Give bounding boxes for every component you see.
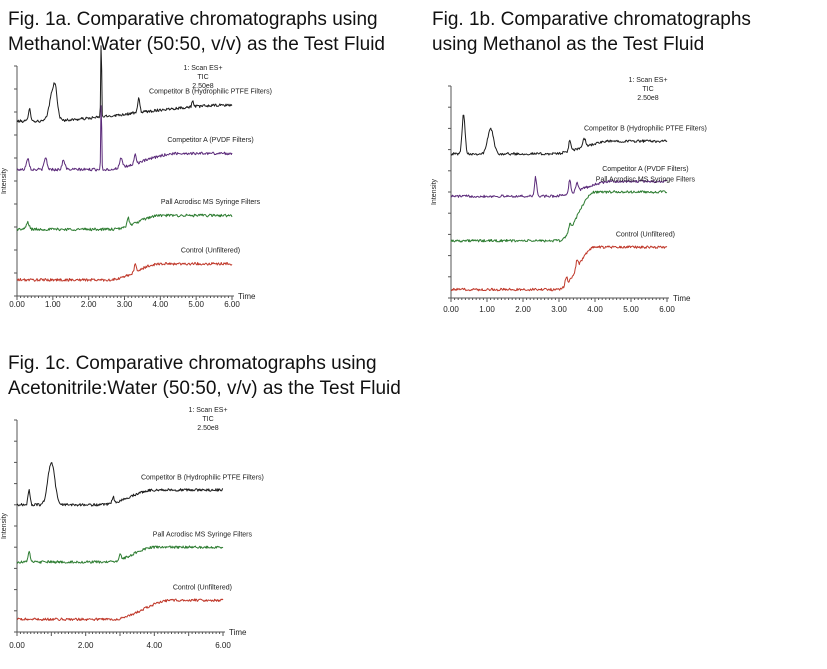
legend-pall-fig1a: Pall Acrodisc MS Syringe Filters [161,199,261,206]
fig1c-scan-info-line: TIC [202,416,213,423]
fig1a-x-tick-label: 6.00 [224,300,240,309]
fig1a-axes [14,65,234,300]
fig1a-scan-info-line: 2.50e8 [192,83,214,90]
fig1b-x-tick-label: 1.00 [479,305,495,314]
fig1c-y-axis-label: Intensity [1,512,8,539]
fig1c-x-tick-label: 6.00 [215,641,231,650]
fig1c-title-line1: Fig. 1c. Comparative chromatographs usin… [8,353,377,374]
fig1a-title: Fig. 1a. Comparative chromatographs usin… [8,7,385,57]
trace-pall-fig1b [450,190,668,243]
fig1c-x-axis-label: Time [229,628,247,637]
legend-control-fig1a: Control (Unfiltered) [181,247,240,254]
fig1b-title: Fig. 1b. Comparative chromatographs usin… [432,7,751,57]
fig1a-scan-info-line: TIC [197,74,208,81]
trace-competitor-b-fig1a [16,45,233,123]
fig1b-x-axis-label: Time [673,294,691,303]
fig1b-x-tick-label: 4.00 [587,305,603,314]
fig1b-title-line2: using Methanol as the Test Fluid [432,34,705,55]
fig1a-scan-info-line: 1: Scan ES+ [183,65,222,72]
fig1b-x-tick-label: 6.00 [659,305,675,314]
trace-control-fig1b [450,245,668,292]
fig1b-y-axis-label: Intensity [431,178,438,205]
fig1a-y-axis-label: Intensity [1,167,8,194]
legend-competitor-b-fig1a: Competitor B (Hydrophilic PTFE Filters) [149,89,272,96]
fig1b-x-tick-label: 5.00 [623,305,639,314]
fig1a-x-tick-label: 0.00 [9,300,25,309]
fig1a-x-tick-label: 1.00 [45,300,61,309]
trace-pall-fig1a [16,213,233,232]
fig1a-x-tick-label: 5.00 [188,300,204,309]
fig1a-title-line2: Methanol:Water (50:50, v/v) as the Test … [8,34,386,55]
fig1b-x-tick-label: 2.00 [515,305,531,314]
fig1a-x-axis-label: Time [238,292,256,301]
fig1b-title-line1: Fig. 1b. Comparative chromatographs [432,9,751,30]
trace-pall-fig1c [16,545,224,564]
fig1a-title-line1: Fig. 1a. Comparative chromatographs usin… [8,9,378,30]
fig1c-title: Fig. 1c. Comparative chromatographs usin… [8,351,401,401]
fig1c-x-tick-label: 2.00 [78,641,94,650]
trace-control-fig1c [17,598,224,621]
fig1b-x-tick-label: 0.00 [443,305,459,314]
fig1c-scan-info-line: 1: Scan ES+ [188,407,227,414]
legend-competitor-b-fig1c: Competitor B (Hydrophilic PTFE Filters) [141,474,264,481]
legend-pall-fig1b: Pall Acrodisc MS Syringe Filters [596,176,696,183]
fig1a-x-tick-label: 2.00 [81,300,97,309]
fig1c-scan-info-line: 2.50e8 [197,425,219,432]
legend-control-fig1c: Control (Unfiltered) [173,585,232,592]
trace-competitor-b-fig1c [16,462,224,507]
legend-competitor-a-fig1a: Competitor A (PVDF Filters) [167,137,253,144]
trace-competitor-a-fig1a [16,105,233,172]
trace-competitor-b-fig1b [451,114,668,156]
fig1a-x-tick-label: 3.00 [117,300,133,309]
fig1c-axes [14,419,225,636]
legend-competitor-b-fig1b: Competitor B (Hydrophilic PTFE Filters) [584,126,707,133]
fig1b-axes [448,85,669,302]
fig1b-x-tick-label: 3.00 [551,305,567,314]
fig1c-x-tick-label: 4.00 [147,641,163,650]
fig1c-x-tick-label: 0.00 [9,641,25,650]
legend-control-fig1b: Control (Unfiltered) [616,232,675,239]
fig1b-scan-info-line: 2.50e8 [637,95,659,102]
legend-competitor-a-fig1b: Competitor A (PVDF Filters) [602,166,688,173]
fig1a-x-tick-label: 4.00 [153,300,169,309]
trace-competitor-a-fig1b [450,175,668,198]
fig1c-title-line2: Acetonitrile:Water (50:50, v/v) as the T… [8,378,401,399]
trace-control-fig1a [16,261,233,282]
legend-pall-fig1c: Pall Acrodisc MS Syringe Filters [153,532,253,539]
fig1b-scan-info-line: 1: Scan ES+ [628,77,667,84]
fig1b-scan-info-line: TIC [642,86,653,93]
